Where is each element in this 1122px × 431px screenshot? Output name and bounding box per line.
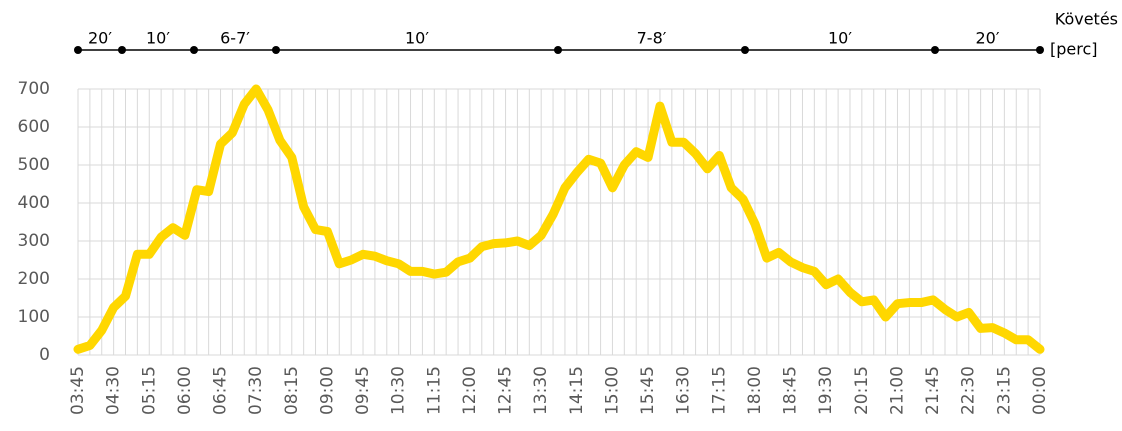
x-tick-label: 09:45 xyxy=(353,366,373,415)
x-tick-label: 08:15 xyxy=(282,366,302,415)
y-tick-label: 400 xyxy=(18,193,50,213)
x-tick-label: 07:30 xyxy=(246,366,266,415)
headway-title: Követés xyxy=(1055,10,1118,29)
headway-label: 20′ xyxy=(976,29,1000,48)
line-series xyxy=(73,84,1045,354)
x-tick-label: 12:45 xyxy=(496,366,516,415)
x-tick-label: 18:00 xyxy=(745,366,765,415)
x-tick-label: 04:30 xyxy=(104,366,124,415)
x-tick-label: 15:00 xyxy=(602,366,622,415)
x-tick-label: 14:15 xyxy=(567,366,587,415)
headway-label: 6-7′ xyxy=(220,29,250,48)
x-tick-label: 05:15 xyxy=(139,366,159,415)
x-tick-label: 16:30 xyxy=(674,366,694,415)
headway-label: 10′ xyxy=(146,29,170,48)
x-tick-label: 11:15 xyxy=(424,366,444,415)
x-tick-label: 23:15 xyxy=(994,366,1014,415)
headway-dot xyxy=(118,46,126,54)
x-tick-label: 03:45 xyxy=(68,366,88,415)
headway-dot xyxy=(272,46,280,54)
x-tick-label: 19:30 xyxy=(816,366,836,415)
y-tick-label: 0 xyxy=(39,345,50,365)
x-tick-label: 12:00 xyxy=(460,366,480,415)
headway-label: 20′ xyxy=(88,29,112,48)
headway-dot xyxy=(741,46,749,54)
headway-label: 7-8′ xyxy=(637,29,667,48)
y-tick-label: 500 xyxy=(18,155,50,175)
headway-label: 10′ xyxy=(405,29,429,48)
y-tick-label: 600 xyxy=(18,117,50,137)
x-tick-label: 20:15 xyxy=(852,366,872,415)
x-tick-label: 21:45 xyxy=(923,366,943,415)
x-tick-label: 09:00 xyxy=(317,366,337,415)
headway-dot xyxy=(74,46,82,54)
y-tick-label: 200 xyxy=(18,269,50,289)
headway-dot xyxy=(190,46,198,54)
y-tick-label: 100 xyxy=(18,307,50,327)
x-tick-label: 13:30 xyxy=(531,366,551,415)
x-tick-label: 00:00 xyxy=(1030,366,1050,415)
headway-dot xyxy=(1036,46,1044,54)
headway-title: [perc] xyxy=(1050,40,1098,59)
x-tick-label: 06:00 xyxy=(175,366,195,415)
x-tick-label: 06:45 xyxy=(211,366,231,415)
x-tick-label: 15:45 xyxy=(638,366,658,415)
x-tick-label: 22:30 xyxy=(959,366,979,415)
x-tick-label: 18:45 xyxy=(781,366,801,415)
y-tick-label: 300 xyxy=(18,231,50,251)
x-tick-label: 10:30 xyxy=(389,366,409,415)
headway-dot xyxy=(554,46,562,54)
x-tick-label: 17:15 xyxy=(709,366,729,415)
x-tick-label: 21:00 xyxy=(887,366,907,415)
headway-label: 10′ xyxy=(828,29,852,48)
y-tick-label: 700 xyxy=(18,79,50,99)
headway-dot xyxy=(931,46,939,54)
